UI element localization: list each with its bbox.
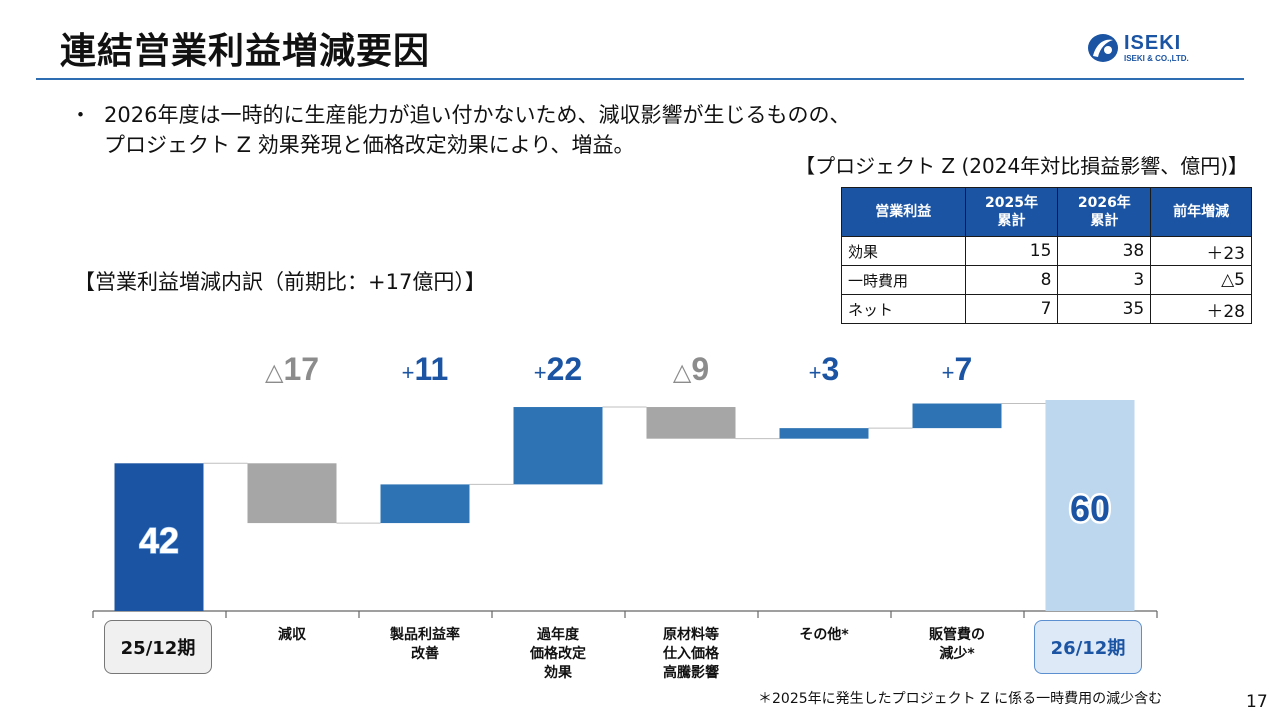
bar-step-5	[779, 428, 869, 439]
table-row: 一時費用 8 3 △5	[841, 265, 1252, 295]
bullet-marker: ・	[70, 103, 91, 127]
row-label: ネット	[841, 294, 966, 324]
delta-label-2: +11	[402, 351, 449, 387]
category-label-price-revision: 過年度 価格改定 効果	[530, 627, 586, 681]
footnote: ＊2025年に発生したプロジェクト Z に係る一時費用の減少含む	[758, 691, 1163, 707]
table-row: ネット 7 35 ＋28	[841, 294, 1252, 324]
cell-2026: 3	[1057, 265, 1152, 295]
delta-label-4: △9	[673, 351, 709, 387]
delta-label-5: +3	[809, 351, 840, 387]
bar-step-1	[247, 463, 337, 524]
category-label-other: その他*	[799, 627, 849, 643]
bar-step-4	[646, 407, 736, 439]
bar-step-2	[380, 484, 470, 524]
start-period-badge: 25/12期	[104, 620, 212, 674]
page-title: 連結営業利益増減要因	[60, 31, 431, 72]
table-row: 効果 15 38 ＋23	[841, 236, 1252, 266]
cell-2025: 15	[964, 236, 1059, 266]
bar-start-25-12	[114, 463, 204, 611]
delta-label-1: △17	[265, 351, 319, 387]
cell-2025: 7	[964, 294, 1059, 324]
breakdown-label: 【営業利益増減内訳（前期比：+17億円）】	[74, 270, 486, 294]
summary-line-2: プロジェクト Z 効果発現と価格改定効果により、増益。	[104, 133, 635, 157]
logo-subtitle: ISEKI & CO.,LTD.	[1124, 54, 1189, 63]
delta-label-6: +7	[942, 351, 973, 387]
bar-step-6	[912, 403, 1002, 429]
bar-step-3	[513, 407, 603, 485]
table-header-row: 営業利益 2025年 累計 2026年 累計 前年増減	[841, 187, 1252, 237]
category-label-sga-reduction: 販管費の 減少*	[929, 627, 985, 662]
cell-2026: 38	[1057, 236, 1152, 266]
cell-2026: 35	[1057, 294, 1152, 324]
col-header-yoy: 前年増減	[1150, 187, 1252, 237]
summary-line-1: 2026年度は一時的に生産能力が追い付かないため、減収影響が生じるものの、	[104, 103, 851, 127]
logo-mark-icon	[1088, 34, 1118, 62]
iseki-logo: ISEKI ISEKI & CO.,LTD.	[1088, 32, 1189, 63]
title-divider	[36, 78, 1244, 80]
project-z-table: 営業利益 2025年 累計 2026年 累計 前年増減 効果 15 38 ＋23…	[841, 187, 1252, 324]
page-number: 17	[1246, 692, 1268, 712]
project-z-caption: 【プロジェクト Z (2024年対比損益影響、億円)】	[795, 154, 1248, 178]
category-label-material-cost: 原材料等 仕入価格 高騰影響	[663, 627, 719, 681]
delta-label-3: +22	[534, 351, 582, 387]
cell-change: ＋28	[1150, 294, 1252, 324]
bar-end-26-12	[1045, 400, 1135, 611]
col-header-operating-profit: 営業利益	[841, 187, 966, 237]
summary-text: 2026年度は一時的に生産能力が追い付かないため、減収影響が生じるものの、 プロ…	[104, 100, 984, 160]
category-label-sales-decline: 減収	[278, 627, 306, 643]
start-value-label: 42	[139, 520, 179, 561]
logo-name: ISEKI	[1124, 32, 1181, 54]
end-period-badge: 26/12期	[1034, 620, 1142, 674]
end-value-label: 60	[1070, 488, 1110, 529]
col-header-2026: 2026年 累計	[1057, 187, 1152, 237]
col-header-2025: 2025年 累計	[964, 187, 1059, 237]
category-label-margin-improvement: 製品利益率 改善	[390, 627, 460, 662]
